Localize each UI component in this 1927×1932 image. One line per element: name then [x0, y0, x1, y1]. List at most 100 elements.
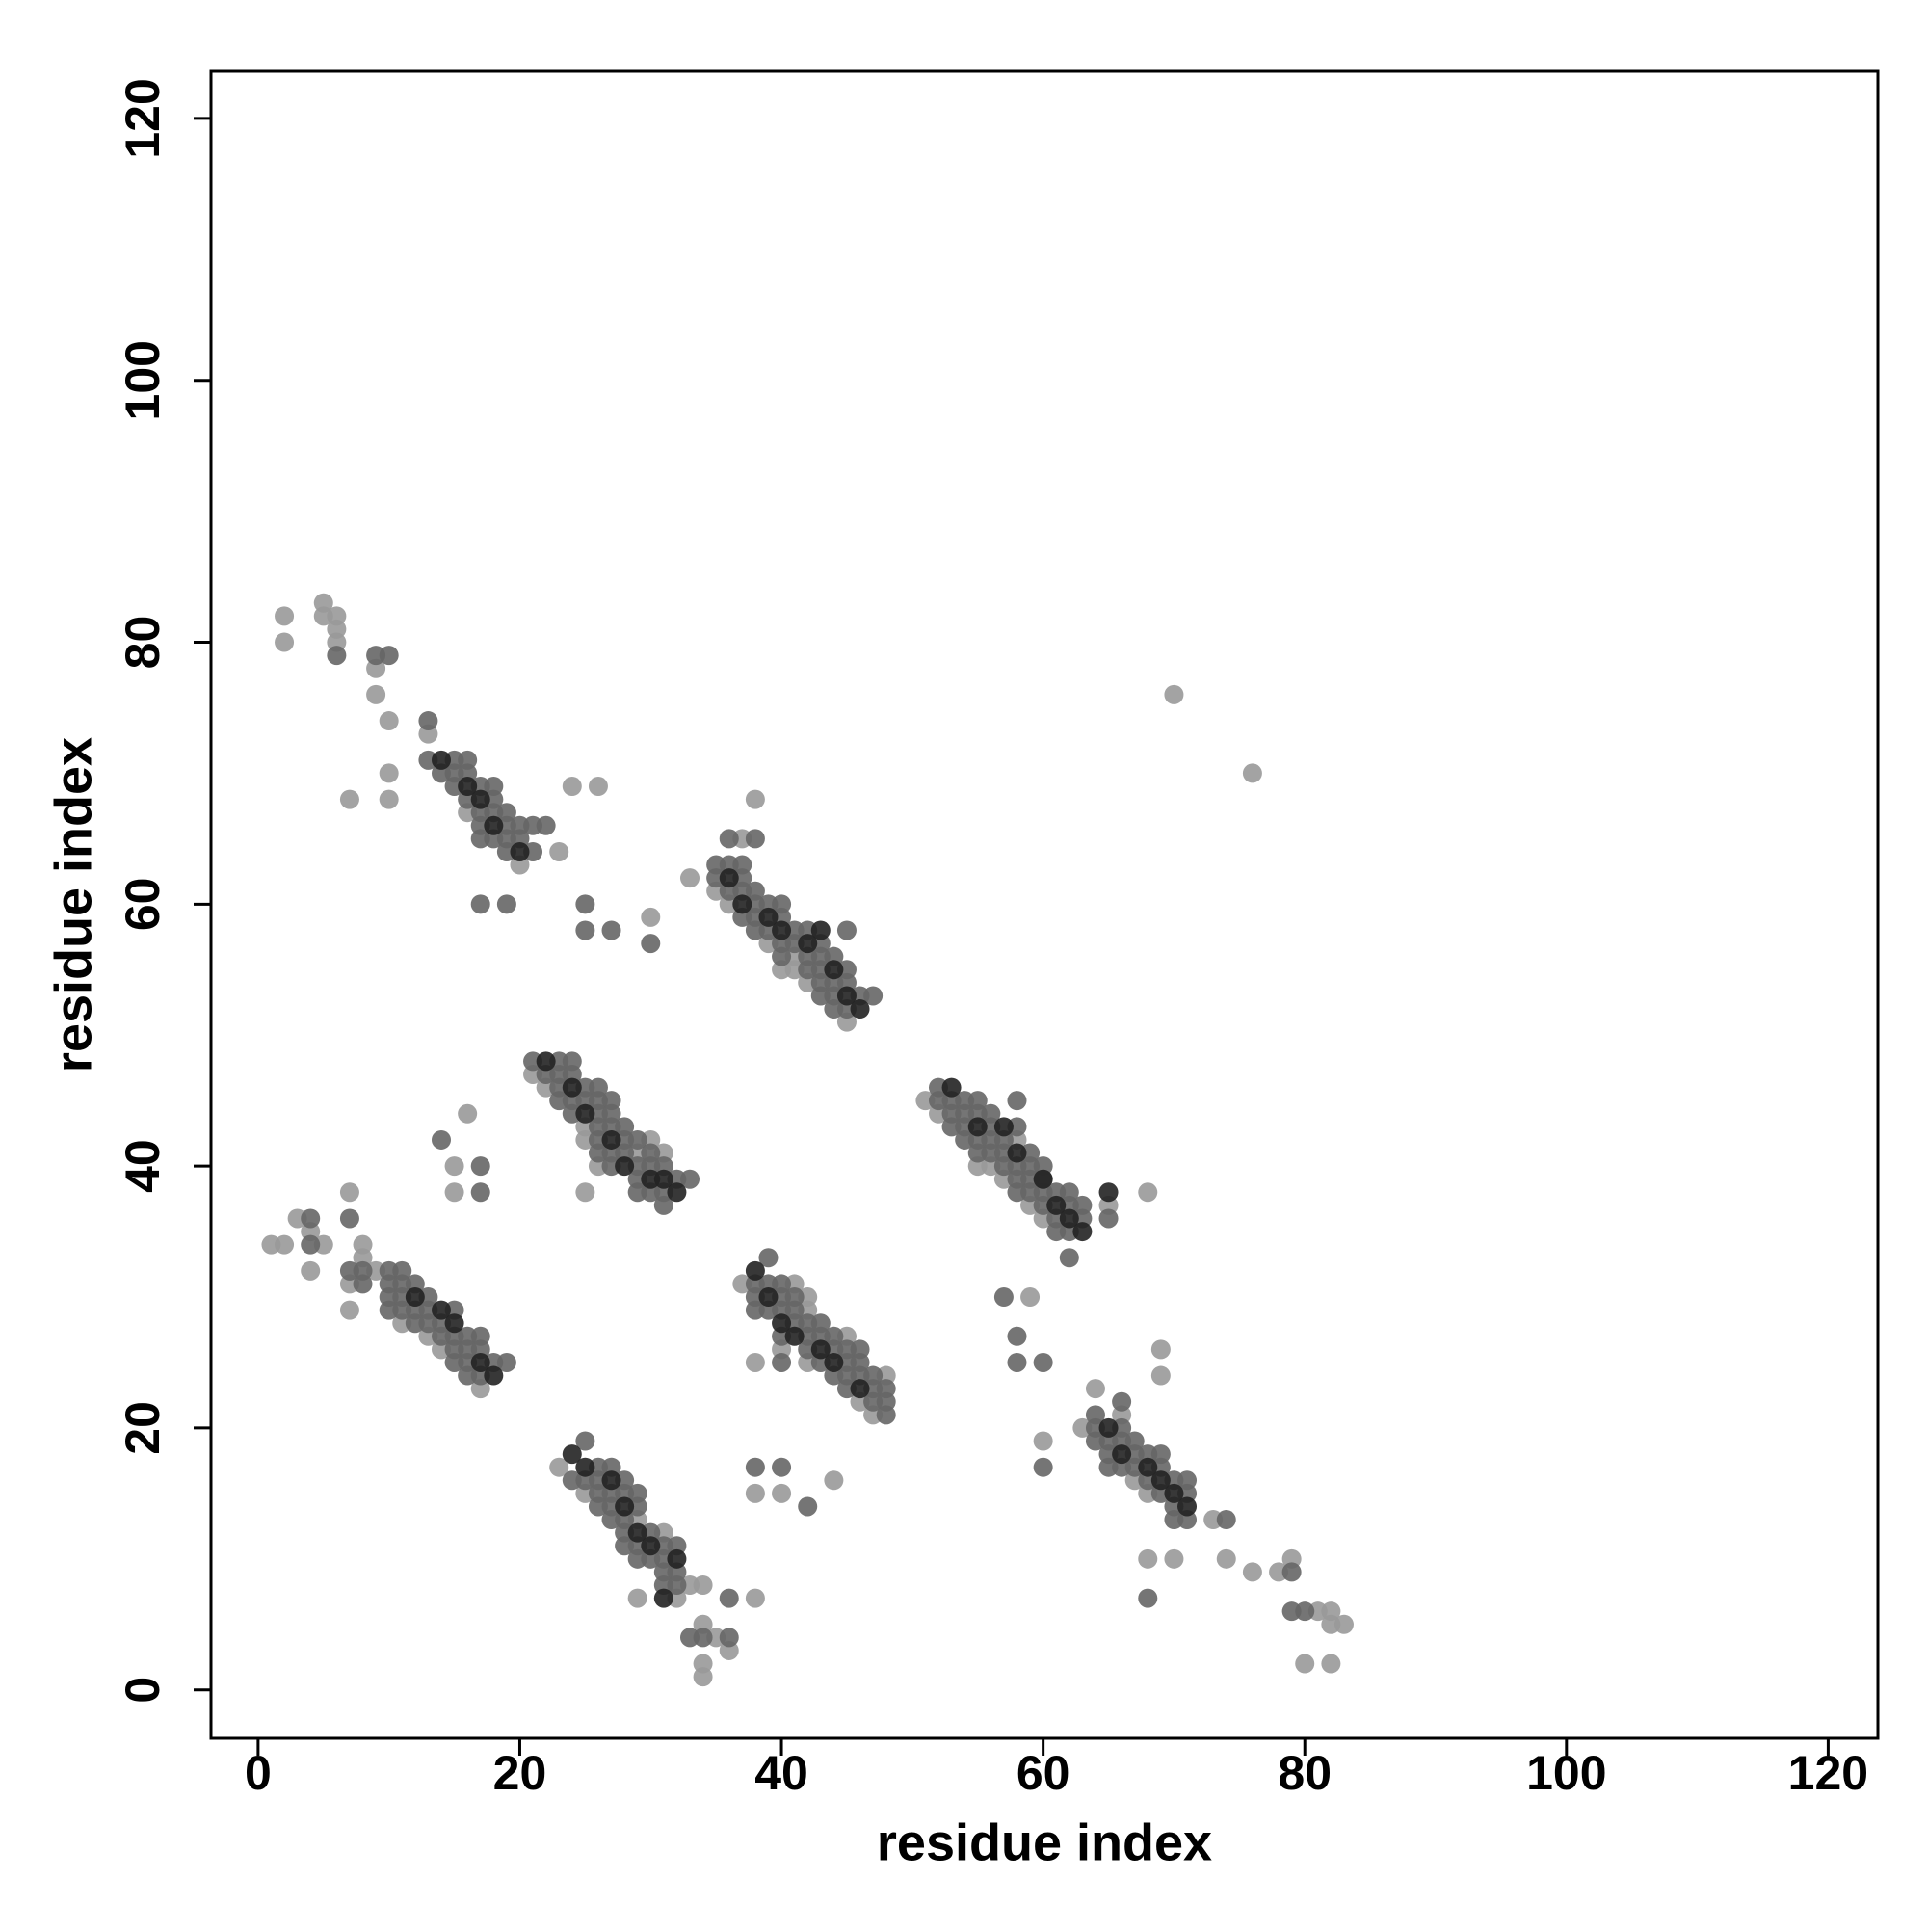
contact-point: [405, 1287, 425, 1308]
contact-point: [327, 646, 347, 666]
contact-point: [1020, 1287, 1041, 1308]
y-tick-label: 20: [116, 1401, 170, 1455]
contact-point: [353, 1274, 373, 1294]
contact-point: [444, 1313, 464, 1334]
contact-point: [810, 920, 831, 940]
contact-point: [745, 1588, 765, 1608]
contact-point: [680, 868, 700, 888]
contact-point: [431, 750, 451, 770]
contact-point: [1085, 1379, 1105, 1399]
contact-point: [667, 1182, 687, 1203]
contact-point: [1164, 1483, 1184, 1503]
contact-point: [876, 1405, 896, 1425]
contact-point: [615, 1496, 635, 1517]
contact-point: [1033, 1352, 1053, 1372]
contact-point: [863, 986, 884, 1006]
contact-point: [758, 907, 779, 927]
contact-point: [444, 1156, 464, 1177]
contact-point: [693, 1667, 713, 1687]
contact-point: [470, 789, 490, 809]
contact-point: [772, 946, 792, 966]
contact-point: [850, 1379, 870, 1399]
x-tick-label: 120: [1788, 1746, 1868, 1800]
contact-point: [496, 1352, 516, 1372]
contact-point: [772, 1313, 792, 1334]
contact-point: [1295, 1601, 1315, 1622]
contact-point: [1150, 1339, 1171, 1360]
contact-point: [641, 1536, 661, 1556]
contact-point: [562, 1077, 582, 1098]
contact-point: [418, 711, 438, 731]
contact-point: [1007, 1326, 1027, 1346]
contact-point: [379, 711, 399, 731]
contact-point: [1033, 1431, 1053, 1451]
contact-point: [536, 1051, 556, 1072]
contact-point: [758, 1287, 779, 1308]
contact-point: [758, 1248, 779, 1268]
contact-point: [601, 1129, 621, 1150]
contact-point: [1098, 1208, 1119, 1229]
contact-point: [1046, 1195, 1067, 1215]
contact-point: [484, 815, 504, 835]
y-tick-label: 0: [116, 1677, 170, 1704]
contact-point: [510, 841, 530, 861]
contact-point: [1164, 1548, 1184, 1569]
contact-point: [719, 868, 739, 888]
contact-point: [732, 894, 752, 914]
contact-point: [745, 1352, 765, 1372]
contact-point: [627, 1129, 647, 1150]
contact-point: [993, 1287, 1014, 1308]
contact-point: [1007, 1091, 1027, 1111]
contact-point: [810, 1339, 831, 1360]
contact-point: [470, 894, 490, 914]
contact-point: [745, 829, 765, 849]
contact-point: [536, 815, 556, 835]
contact-point: [653, 1169, 673, 1189]
contact-point: [745, 789, 765, 809]
contact-point: [379, 646, 399, 666]
contact-point: [1242, 1562, 1262, 1582]
contact-point: [1138, 1588, 1158, 1608]
contact-point: [941, 1077, 962, 1098]
contact-point: [496, 894, 516, 914]
contact-point: [1112, 1444, 1132, 1465]
x-tick-label: 40: [754, 1746, 808, 1800]
contact-point: [301, 1208, 321, 1229]
contact-point: [379, 789, 399, 809]
contact-point: [772, 1457, 792, 1477]
contact-point: [470, 1352, 490, 1372]
plot-frame: [209, 69, 1880, 1740]
contact-point: [1112, 1391, 1132, 1412]
y-tick-label: 80: [116, 616, 170, 670]
contact-point: [836, 986, 857, 1006]
contact-point: [745, 1260, 765, 1281]
contact-point: [1177, 1496, 1198, 1517]
contact-point: [615, 1156, 635, 1177]
contact-point: [562, 777, 582, 797]
contact-point: [719, 1588, 739, 1608]
contact-point: [339, 1300, 359, 1320]
contact-point: [379, 763, 399, 783]
y-tick-label: 100: [116, 340, 170, 420]
contact-point: [275, 1234, 295, 1255]
contact-point: [562, 1470, 582, 1491]
contact-point: [339, 789, 359, 809]
contact-point: [1007, 1143, 1027, 1163]
contact-point: [850, 999, 870, 1019]
contact-point: [549, 841, 569, 861]
x-tick-label: 80: [1278, 1746, 1332, 1800]
contact-point: [1138, 1548, 1158, 1569]
contact-point: [993, 1117, 1014, 1137]
contact-point: [667, 1548, 687, 1569]
contact-point: [824, 960, 844, 980]
contact-point: [458, 777, 478, 797]
contact-point: [627, 1588, 647, 1608]
x-tick-label: 20: [493, 1746, 547, 1800]
contact-point: [784, 1326, 805, 1346]
contact-point: [575, 1103, 595, 1124]
contact-point: [1059, 1208, 1079, 1229]
contact-point: [458, 1103, 478, 1124]
contact-point: [1033, 1169, 1053, 1189]
contact-point: [836, 920, 857, 940]
x-tick-label: 60: [1016, 1746, 1070, 1800]
